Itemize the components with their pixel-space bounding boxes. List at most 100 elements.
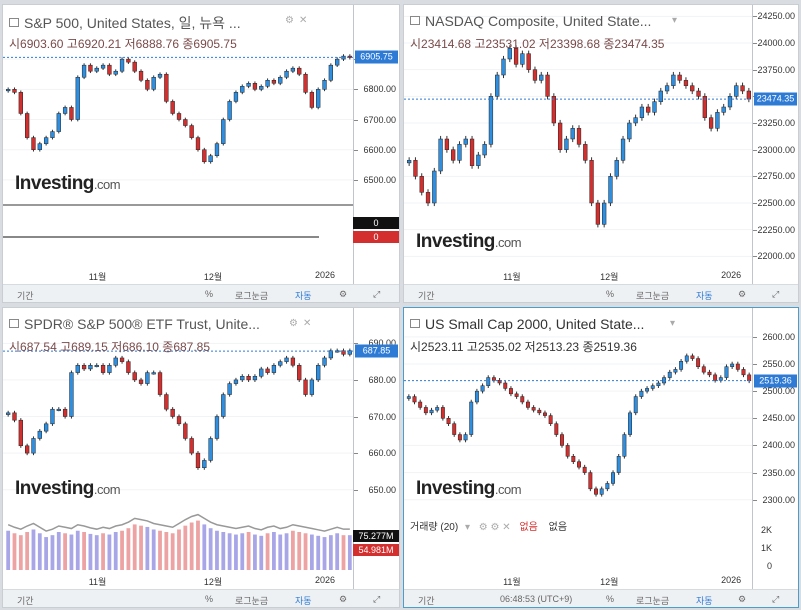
candle-body <box>614 160 619 177</box>
candle-body <box>107 365 112 373</box>
chart-panel-spdr[interactable]: SPDR® S&P 500® ETF Trust, Unite... ⚙ ✕ 시… <box>2 307 400 608</box>
close-icon[interactable]: ✕ <box>502 522 511 533</box>
candle-body <box>438 138 443 172</box>
candle-body <box>664 85 670 92</box>
period-button[interactable]: 기간 <box>418 291 435 301</box>
price-tick-label: 6700.00 <box>363 114 396 125</box>
settings-icon[interactable]: ⚙ <box>289 318 298 329</box>
ohlc-readout: 시2523.11 고2535.02 저2513.23 종2519.36 <box>410 338 637 355</box>
candle-body <box>639 106 645 118</box>
logo-suffix: .com <box>93 177 121 192</box>
candle-body <box>724 366 729 378</box>
log-scale-button[interactable]: 로그눈금 <box>636 596 670 606</box>
volume-legend[interactable]: 거래량 (20) ▾ ⚙ ⚙ ✕ 없음 없음 <box>410 518 567 533</box>
candle-body <box>164 73 169 102</box>
fullscreen-icon[interactable]: ⤢ <box>373 289 381 299</box>
candle-body <box>565 445 570 457</box>
price-tick-label: 2550.00 <box>762 359 795 369</box>
candlestick-chart[interactable] <box>404 5 754 286</box>
chart-panel-nasdaq[interactable]: NASDAQ Composite, United State... ▾ 시234… <box>403 4 799 303</box>
price-axis[interactable]: 690.00 680.00 670.00 660.00 650.00 687.85 <box>353 308 399 589</box>
percent-button[interactable]: % <box>606 289 615 299</box>
candle-body <box>633 396 638 414</box>
time-tick-label: 12월 <box>203 272 223 282</box>
log-scale-button[interactable]: 로그눈금 <box>235 291 269 301</box>
candle-body <box>486 377 491 386</box>
chart-panel-russell[interactable]: US Small Cap 2000, United State... ▾ 시25… <box>403 307 799 608</box>
percent-button[interactable]: % <box>205 289 214 299</box>
candle-body <box>594 488 598 495</box>
log-scale-button[interactable]: 로그눈금 <box>636 291 670 301</box>
gear-icon[interactable]: ⚙ <box>738 594 747 604</box>
period-button[interactable]: 기간 <box>17 291 34 301</box>
period-button[interactable]: 기간 <box>17 596 34 606</box>
candlestick-chart[interactable] <box>404 308 754 591</box>
candle-body <box>81 365 87 370</box>
candle-body <box>132 61 137 72</box>
settings-icon[interactable]: ⚙ <box>478 522 488 533</box>
plot-area[interactable] <box>404 5 754 286</box>
candle-body <box>170 408 175 417</box>
price-axis[interactable]: 24250.0024000.0023750.0023500.0023250.00… <box>752 5 798 284</box>
fullscreen-icon[interactable]: ⤢ <box>772 289 780 299</box>
candle-body <box>328 64 334 81</box>
candlestick-chart[interactable] <box>3 308 355 591</box>
plot-area[interactable] <box>3 5 355 286</box>
time-axis[interactable]: 11월 12월 2026 <box>3 573 353 589</box>
candle-body <box>652 101 657 113</box>
volume-bar <box>290 530 295 570</box>
candle-body <box>656 382 661 386</box>
percent-button[interactable]: % <box>205 594 214 604</box>
candle-body <box>457 144 462 161</box>
close-label: 종 <box>162 340 174 354</box>
candle-body <box>221 119 226 144</box>
candle-body <box>322 357 327 366</box>
fullscreen-icon[interactable]: ⤢ <box>772 594 780 604</box>
plot-area[interactable] <box>3 308 355 591</box>
candlestick-chart[interactable] <box>3 5 355 286</box>
candle-body <box>491 377 496 381</box>
gear-icon[interactable]: ⚙ <box>738 289 747 299</box>
ohlc-readout: 시23414.68 고23531.02 저23398.68 종23474.35 <box>410 35 664 52</box>
candle-body <box>684 355 689 362</box>
candle-body <box>419 176 424 193</box>
auto-scale-button[interactable]: 자동 <box>696 291 713 301</box>
plot-area[interactable] <box>404 308 754 591</box>
gear-icon[interactable]: ⚙ <box>339 289 348 299</box>
time-axis[interactable]: 11월 12월 2026 <box>3 268 353 284</box>
chevron-down-icon[interactable]: ▾ <box>670 318 676 329</box>
auto-scale-button[interactable]: 자동 <box>696 596 713 606</box>
period-button[interactable]: 기간 <box>418 596 435 606</box>
candle-body <box>429 409 434 414</box>
chevron-down-icon[interactable]: ▾ <box>464 522 470 533</box>
candle-body <box>252 83 258 90</box>
volume-bar <box>215 530 219 570</box>
chart-panel-sp500[interactable]: S&P 500, United States, 일, 뉴욕 ... ⚙ ✕ 시6… <box>2 4 400 303</box>
volume-bar <box>253 534 257 570</box>
candle-body <box>309 92 315 108</box>
time-tick-label: 2026 <box>314 575 336 585</box>
candle-body <box>151 76 156 90</box>
candle-body <box>157 73 163 78</box>
candle-body <box>545 74 550 97</box>
percent-button[interactable]: % <box>606 594 615 604</box>
log-scale-button[interactable]: 로그눈금 <box>235 596 269 606</box>
price-tick-label: 22750.00 <box>757 171 795 182</box>
time-tick-label: 11월 <box>503 577 521 587</box>
auto-scale-button[interactable]: 자동 <box>295 596 312 606</box>
candle-body <box>259 86 264 90</box>
time-axis[interactable]: 11월 12월 2026 <box>404 573 752 589</box>
gear-icon[interactable]: ⚙ <box>339 594 348 604</box>
candle-body <box>551 96 556 124</box>
time-axis[interactable]: 11월 12월 2026 <box>404 268 752 284</box>
fullscreen-icon[interactable]: ⤢ <box>373 594 381 604</box>
logo-suffix: .com <box>494 235 522 250</box>
settings-icon[interactable]: ⚙ <box>285 15 294 26</box>
close-icon[interactable]: ✕ <box>303 318 312 329</box>
price-axis[interactable]: 2600.00 2550.00 2500.00 2450.00 2400.00 2350.… <box>752 308 798 589</box>
auto-scale-button[interactable]: 자동 <box>295 291 312 301</box>
close-icon[interactable]: ✕ <box>299 15 308 26</box>
price-tick <box>753 472 757 474</box>
chevron-down-icon[interactable]: ▾ <box>672 15 678 26</box>
gear-icon[interactable]: ⚙ <box>490 522 500 533</box>
